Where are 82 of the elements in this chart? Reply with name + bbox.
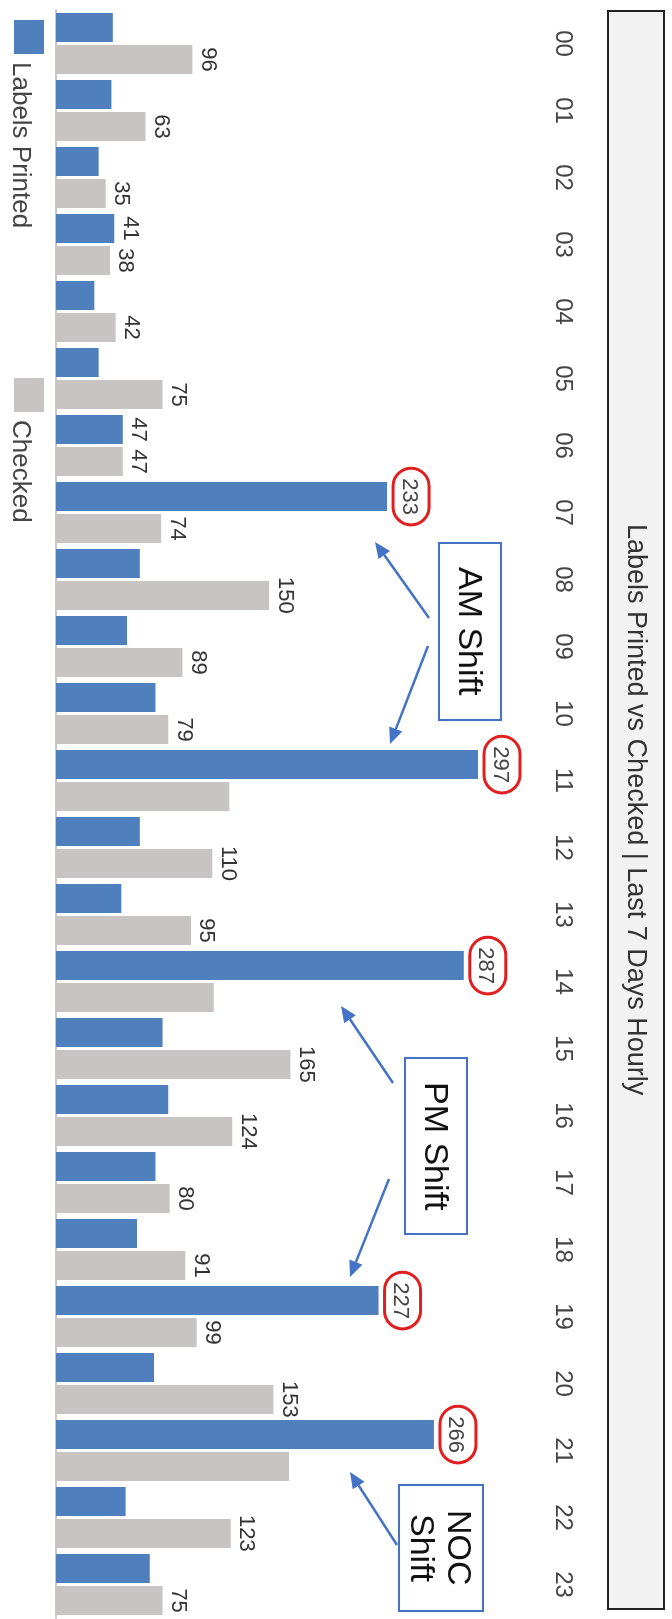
y-tick-label: 01 [550,97,578,124]
annotation: AM Shift [438,542,502,721]
bar [56,951,464,981]
legend-label: Labels Printed [7,62,37,229]
y-tick-label: 16 [550,1102,578,1129]
y-tick-label: 10 [550,700,578,727]
data-label: 227 [389,1282,415,1319]
legend-label: Checked [7,420,37,523]
bar [56,817,140,847]
annotation: PM Shift [404,1057,468,1235]
data-label: 123 [235,1515,261,1552]
y-tick-label: 09 [550,633,578,660]
data-label: 165 [294,1046,320,1083]
bar [56,750,478,780]
bar [56,1152,156,1182]
y-tick-label: 12 [550,834,578,861]
bar [56,348,99,378]
text: Labels Printed vs Checked | Last 7 Days Hourly [607,10,665,1610]
y-tick-label: 19 [550,1303,578,1330]
bar [56,13,113,43]
bar [56,147,99,177]
data-label: 297 [488,746,514,783]
data-label: 89 [186,650,212,675]
y-tick-label: 03 [550,231,578,258]
y-tick-label: 00 [550,30,578,57]
y-tick-label: 15 [550,1035,578,1062]
bar [56,683,156,713]
bar [56,884,122,914]
y-tick-label: 05 [550,365,578,392]
data-label: 153 [277,1381,303,1418]
bar [56,549,140,579]
y-tick-label: 13 [550,901,578,928]
bar [56,1085,169,1115]
data-label: 63 [150,114,176,139]
data-label: 42 [120,315,146,340]
annotation: NOC Shift [398,1484,484,1612]
bar [56,1487,126,1517]
data-label: 266 [444,1416,470,1453]
data-label: 124 [236,1113,262,1150]
bar [56,80,112,110]
data-label: 79 [172,717,198,742]
bar [56,1353,155,1383]
bar [56,1286,379,1316]
bar [56,1018,163,1048]
data-label: 35 [110,181,136,206]
data-label: 233 [397,478,423,515]
data-label: 80 [174,1186,200,1211]
data-label: 99 [201,1320,227,1345]
y-tick-label: 14 [550,968,578,995]
y-tick-label: 02 [550,164,578,191]
y-tick-label: 07 [550,499,578,526]
bar [56,214,115,244]
data-label: 41 [118,216,144,241]
y-tick-label: 04 [550,298,578,325]
bar [56,1420,434,1450]
y-tick-label: 23 [550,1571,578,1598]
y-tick-label: 18 [550,1236,578,1263]
y-tick-label: 08 [550,566,578,593]
data-label: 91 [189,1253,215,1278]
bar [56,616,128,646]
data-label: 38 [114,248,140,273]
data-label: 75 [167,382,193,407]
bar [56,281,95,311]
data-label: 95 [195,918,221,943]
y-tick-label: 21 [550,1437,578,1464]
data-label: 150 [273,577,299,614]
y-tick-label: 20 [550,1370,578,1397]
y-tick-label: 11 [550,768,578,793]
data-label: 75 [167,1588,193,1613]
data-label: 74 [165,516,191,541]
bar [56,1554,150,1584]
bar [56,482,388,512]
y-tick-label: 17 [550,1169,578,1196]
bar [56,1219,137,1249]
data-label: 287 [474,947,500,984]
data-label: 47 [127,449,153,474]
y-tick-label: 22 [550,1504,578,1531]
data-label: 110 [216,845,242,881]
y-tick-label: 06 [550,432,578,459]
data-label: 96 [196,47,222,72]
data-label: 47 [127,417,153,442]
bar [56,415,123,445]
